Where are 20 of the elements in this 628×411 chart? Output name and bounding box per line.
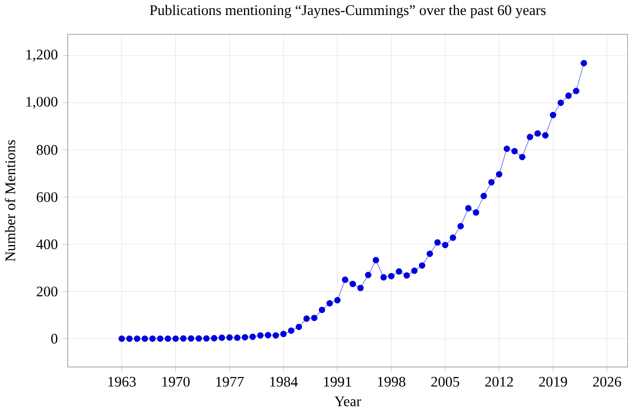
x-tick-label: 1963 [108,376,136,387]
x-tick-label: 1977 [216,376,244,387]
x-tick-label: 2012 [485,376,513,387]
y-axis-title: Number of Mentions [4,140,16,262]
y-tick-label: 1,000 [26,96,58,109]
y-tick-label: 200 [36,286,58,296]
y-tick-label: 1,200 [26,50,58,62]
x-tick-label: 1998 [378,376,406,387]
x-tick-label: 1991 [324,376,352,387]
y-tick-label: 800 [36,144,58,155]
y-tick-label: 0 [51,334,58,344]
x-axis-title: Year [334,396,362,406]
x-tick-label: 2019 [539,376,568,387]
y-tick-label: 400 [36,239,58,250]
y-tick-label: 600 [36,192,58,202]
x-tick-label: 2005 [431,376,460,387]
chart-title: Publications mentioning “Jaynes-Cummings” over the past 60 years [150,4,546,18]
x-tick-label: 1970 [162,376,190,387]
x-tick-label: 1984 [270,376,298,387]
x-tick-label: 2026 [593,376,622,387]
